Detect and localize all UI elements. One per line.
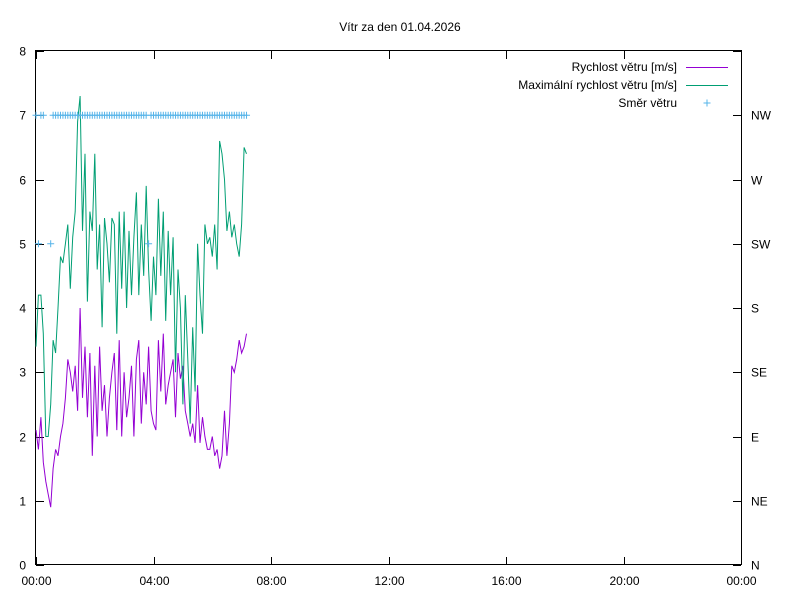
- y-tick-label: 3: [19, 366, 26, 380]
- y-tick-label: 6: [19, 174, 26, 188]
- plot-frame: [35, 50, 742, 565]
- legend-label-2: Směr větru: [618, 96, 677, 110]
- y2-tick-label: S: [751, 302, 759, 316]
- y2-tick-label: E: [751, 431, 759, 445]
- series-line-0: [35, 307, 247, 508]
- legend-swatch-2: [703, 99, 711, 107]
- y2-tick-label: SW: [751, 238, 771, 252]
- y-tick-label: 8: [19, 45, 26, 59]
- direction-point: [145, 240, 153, 248]
- x-tick-label: 16:00: [491, 574, 521, 588]
- series-layer: [32, 95, 251, 508]
- y2-tick-label: NE: [751, 495, 768, 509]
- y-tick-label: 0: [19, 559, 26, 573]
- x-tick-label: 20:00: [609, 574, 639, 588]
- direction-point: [39, 111, 47, 119]
- axes: 0 1 2 3 4 5 6 7 8 N NE E SE S SW W NW 00:00 04:00 08:00 12:0…: [19, 45, 771, 589]
- y-tick-label: 1: [19, 495, 26, 509]
- direction-point: [243, 111, 251, 119]
- y-tick-label: 5: [19, 238, 26, 252]
- x-tick-label: 08:00: [256, 574, 286, 588]
- y2-tick-label: W: [751, 174, 763, 188]
- direction-point: [34, 240, 42, 248]
- chart-title: Vítr za den 01.04.2026: [339, 20, 461, 34]
- legend: Rychlost větru [m/s] Maximální rychlost v…: [518, 60, 728, 110]
- legend-label-1: Maximální rychlost větru [m/s]: [518, 78, 677, 92]
- x-tick-label: 00:00: [726, 574, 756, 588]
- x-tick-label: 04:00: [139, 574, 169, 588]
- y-tick-label: 2: [19, 431, 26, 445]
- x-tick-label: 00:00: [21, 574, 51, 588]
- y2-tick-label: N: [751, 559, 760, 573]
- x-tick-label: 12:00: [374, 574, 404, 588]
- y2-tick-label: NW: [751, 109, 772, 123]
- y2-tick-label: SE: [751, 366, 767, 380]
- direction-point: [47, 240, 55, 248]
- y-tick-label: 7: [19, 109, 26, 123]
- legend-label-0: Rychlost větru [m/s]: [572, 60, 677, 74]
- y-tick-label: 4: [19, 302, 26, 316]
- series-line-1: [35, 95, 247, 437]
